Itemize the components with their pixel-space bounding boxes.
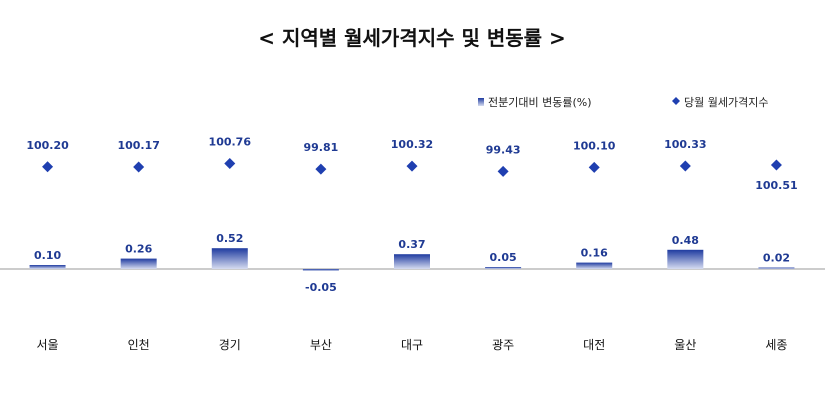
diamond-marker-4 xyxy=(406,160,418,172)
chart-title: < 지역별 월세가격지수 및 변동률 > xyxy=(258,26,566,50)
marker-value-label: 100.76 xyxy=(209,135,252,148)
category-label: 인천 xyxy=(128,337,150,352)
marker-labels-group: 100.20 100.17 100.76 99.81 100.32 99.43 100.10… xyxy=(26,135,797,192)
legend-bar-swatch xyxy=(478,98,484,106)
bar-value-label: 0.37 xyxy=(398,238,425,251)
marker-value-label: 100.32 xyxy=(391,138,433,151)
diamond-marker-2 xyxy=(224,157,236,169)
category-label: 대구 xyxy=(401,338,423,352)
diamond-marker-0 xyxy=(42,161,54,173)
legend-bar-label: 전분기대비 변동률(%) xyxy=(488,96,592,109)
diamond-marker-8 xyxy=(770,159,782,171)
category-labels-group: 서울 인천 경기 부산 대구 광주 대전 울산 세종 xyxy=(37,337,788,352)
marker-value-label: 100.33 xyxy=(664,138,706,151)
category-label: 광주 xyxy=(492,338,514,352)
diamond-marker-3 xyxy=(315,163,327,175)
bar-value-label: 0.02 xyxy=(763,252,790,265)
bar-1 xyxy=(120,258,157,269)
bar-value-label: -0.05 xyxy=(305,281,337,294)
bars-group xyxy=(29,248,795,271)
legend-diamond-icon xyxy=(672,97,680,105)
bar-3 xyxy=(302,269,339,271)
bar-7 xyxy=(667,249,704,269)
markers-group xyxy=(42,157,782,177)
marker-value-label: 99.43 xyxy=(486,143,521,156)
bar-8 xyxy=(758,267,795,269)
legend: 전분기대비 변동률(%) 당월 월세가격지수 xyxy=(478,96,768,109)
marker-value-label: 100.17 xyxy=(117,139,159,152)
bar-value-label: 0.26 xyxy=(125,243,152,256)
diamond-marker-1 xyxy=(133,161,145,173)
marker-value-label: 100.51 xyxy=(755,179,797,192)
category-label: 경기 xyxy=(219,338,241,352)
bar-value-label: 0.16 xyxy=(581,247,608,260)
category-label: 서울 xyxy=(37,338,59,352)
bar-value-label: 0.10 xyxy=(34,249,61,262)
category-label: 울산 xyxy=(674,338,696,352)
diamond-marker-6 xyxy=(588,161,600,173)
bar-6 xyxy=(576,262,613,269)
diamond-marker-5 xyxy=(497,165,509,177)
bar-value-label: 0.05 xyxy=(490,251,517,264)
bar-5 xyxy=(485,267,522,269)
bar-labels-group: 0.10 0.26 0.52 -0.05 0.37 0.05 0.16 0.48 0.02 xyxy=(34,232,790,294)
bar-value-label: 0.48 xyxy=(672,234,699,247)
bar-0 xyxy=(29,265,66,269)
diamond-marker-7 xyxy=(679,160,691,172)
marker-value-label: 100.10 xyxy=(573,139,616,152)
category-label: 세종 xyxy=(765,338,787,352)
category-label: 대전 xyxy=(583,338,605,352)
category-label: 부산 xyxy=(310,338,332,352)
marker-value-label: 99.81 xyxy=(303,141,338,154)
bar-2 xyxy=(211,248,248,269)
bar-4 xyxy=(394,254,430,269)
bar-value-label: 0.52 xyxy=(216,232,243,245)
legend-marker-label: 당월 월세가격지수 xyxy=(684,96,768,109)
marker-value-label: 100.20 xyxy=(26,139,69,152)
